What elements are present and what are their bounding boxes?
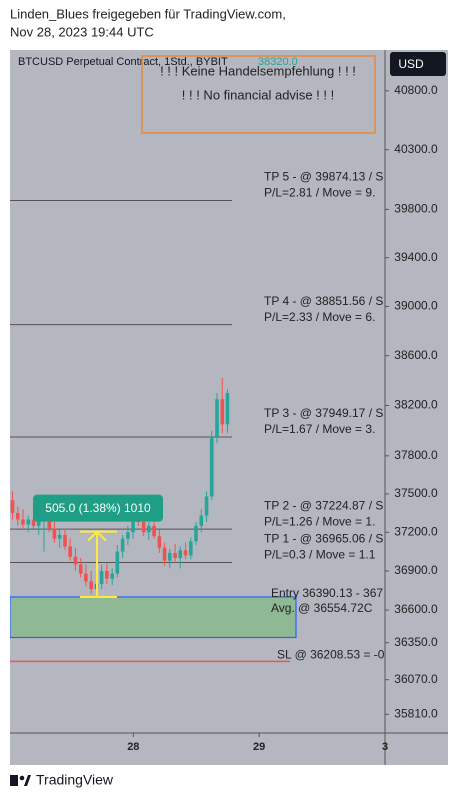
candle-body	[99, 570, 104, 584]
candle-body	[31, 519, 36, 526]
measure-label: 505.0 (1.38%) 1010	[45, 501, 151, 515]
candle-body	[209, 436, 214, 497]
candle-body	[84, 573, 88, 582]
candle-body	[68, 546, 72, 557]
candle-body	[199, 515, 204, 526]
x-tick-label: 3	[382, 741, 388, 753]
note-line: ! ! ! No financial advise ! ! !	[182, 87, 334, 102]
candle-body	[147, 525, 151, 533]
share-line: Linden_Blues freigegeben für TradingView…	[10, 6, 286, 21]
candle-body	[63, 534, 67, 547]
entry-label: Entry 36390.13 - 367	[271, 586, 383, 600]
candle-body	[73, 556, 78, 565]
note-line: ! ! ! Keine Handelsempfehlung ! ! !	[160, 63, 356, 78]
candle-body	[10, 500, 15, 514]
candle-body	[204, 496, 209, 516]
x-tick-label: 28	[127, 741, 139, 753]
entry-zone	[10, 596, 297, 639]
y-tick-label: 36600.0	[394, 602, 438, 616]
candle-body	[173, 552, 177, 559]
x-tick-label: 29	[253, 741, 265, 753]
chart-title: BTCUSD Perpetual Contract, 1Std., BYBIT	[18, 56, 228, 68]
y-tick-label: 39400.0	[394, 250, 438, 264]
y-tick-label: 35810.0	[394, 706, 438, 720]
candle-body	[183, 550, 188, 556]
candle-body	[47, 518, 52, 529]
candle-body	[131, 515, 135, 533]
tp-label: TP 4 - @ 38851.56 / S	[264, 294, 383, 308]
candle-body	[194, 525, 198, 542]
note-box	[141, 55, 376, 134]
last-price: 38320.0	[258, 56, 298, 68]
candle-body	[162, 547, 167, 561]
candle-body	[141, 522, 146, 533]
axes: 40800.0 40300.0 39800.0 39400.0 39000.0 38600…	[127, 83, 438, 753]
date-line: Nov 28, 2023 19:44 UTC	[10, 24, 154, 39]
y-tick-label: 38200.0	[394, 398, 438, 412]
y-tick-label: 37200.0	[394, 524, 438, 538]
candle-body	[115, 551, 120, 574]
candle-body	[78, 564, 83, 574]
candle-body	[36, 520, 41, 526]
tp-label: TP 2 - @ 37224.87 / S	[264, 498, 383, 512]
footer-brand: TradingView	[36, 772, 114, 788]
candle-body	[225, 393, 230, 425]
tp-sublabel: P/L=2.33 / Move = 6.	[264, 310, 375, 324]
stop-loss-label: SL @ 36208.53 = -0	[277, 648, 385, 662]
tp-sublabel: P/L=1.26 / Move = 1.	[264, 514, 375, 528]
y-tick-label: 36070.0	[394, 672, 438, 686]
entry-sublabel: Avg. @ 36554.72C	[271, 601, 373, 615]
currency-label: USD	[398, 57, 424, 71]
y-tick-label: 37500.0	[394, 486, 438, 500]
footer-logo	[10, 775, 31, 786]
y-tick-label: 40300.0	[394, 142, 438, 156]
candle-body	[120, 538, 125, 552]
candle-body	[26, 519, 31, 525]
tp-label: TP 5 - @ 39874.13 / S	[264, 170, 383, 184]
candle-body	[215, 399, 219, 437]
y-tick-label: 36350.0	[394, 635, 438, 649]
measure-arrow	[87, 530, 107, 542]
candle-body	[168, 552, 172, 561]
tp-sublabel: P/L=2.81 / Move = 9.	[264, 186, 375, 200]
candle-body	[220, 399, 225, 425]
y-tick-label: 39800.0	[394, 202, 438, 216]
y-tick-label: 40800.0	[394, 83, 438, 97]
candle-body	[89, 581, 93, 590]
y-tick-label: 38600.0	[394, 348, 438, 362]
candle-body	[52, 528, 57, 539]
y-tick-label: 36900.0	[394, 563, 438, 577]
tp-label: TP 1 - @ 36965.06 / S	[264, 532, 383, 546]
y-tick-label: 37800.0	[394, 448, 438, 462]
tp-sublabel: P/L=0.3 / Move = 1.1	[264, 548, 376, 562]
candle-body	[189, 541, 193, 556]
candle-body	[57, 534, 62, 539]
y-tick-label: 39000.0	[394, 299, 438, 313]
tp-label: TP 3 - @ 37949.17 / S	[264, 406, 383, 420]
candle-body	[178, 550, 183, 559]
measure-box	[33, 494, 163, 522]
candle-body	[16, 513, 20, 520]
currency-button[interactable]	[390, 52, 446, 76]
candle-body	[110, 573, 114, 579]
candle-body	[157, 536, 162, 548]
candle-body	[105, 570, 109, 579]
candle-body	[126, 532, 130, 539]
candle-body	[152, 525, 156, 537]
tp-sublabel: P/L=1.67 / Move = 3.	[264, 422, 375, 436]
candle-body	[21, 519, 25, 525]
